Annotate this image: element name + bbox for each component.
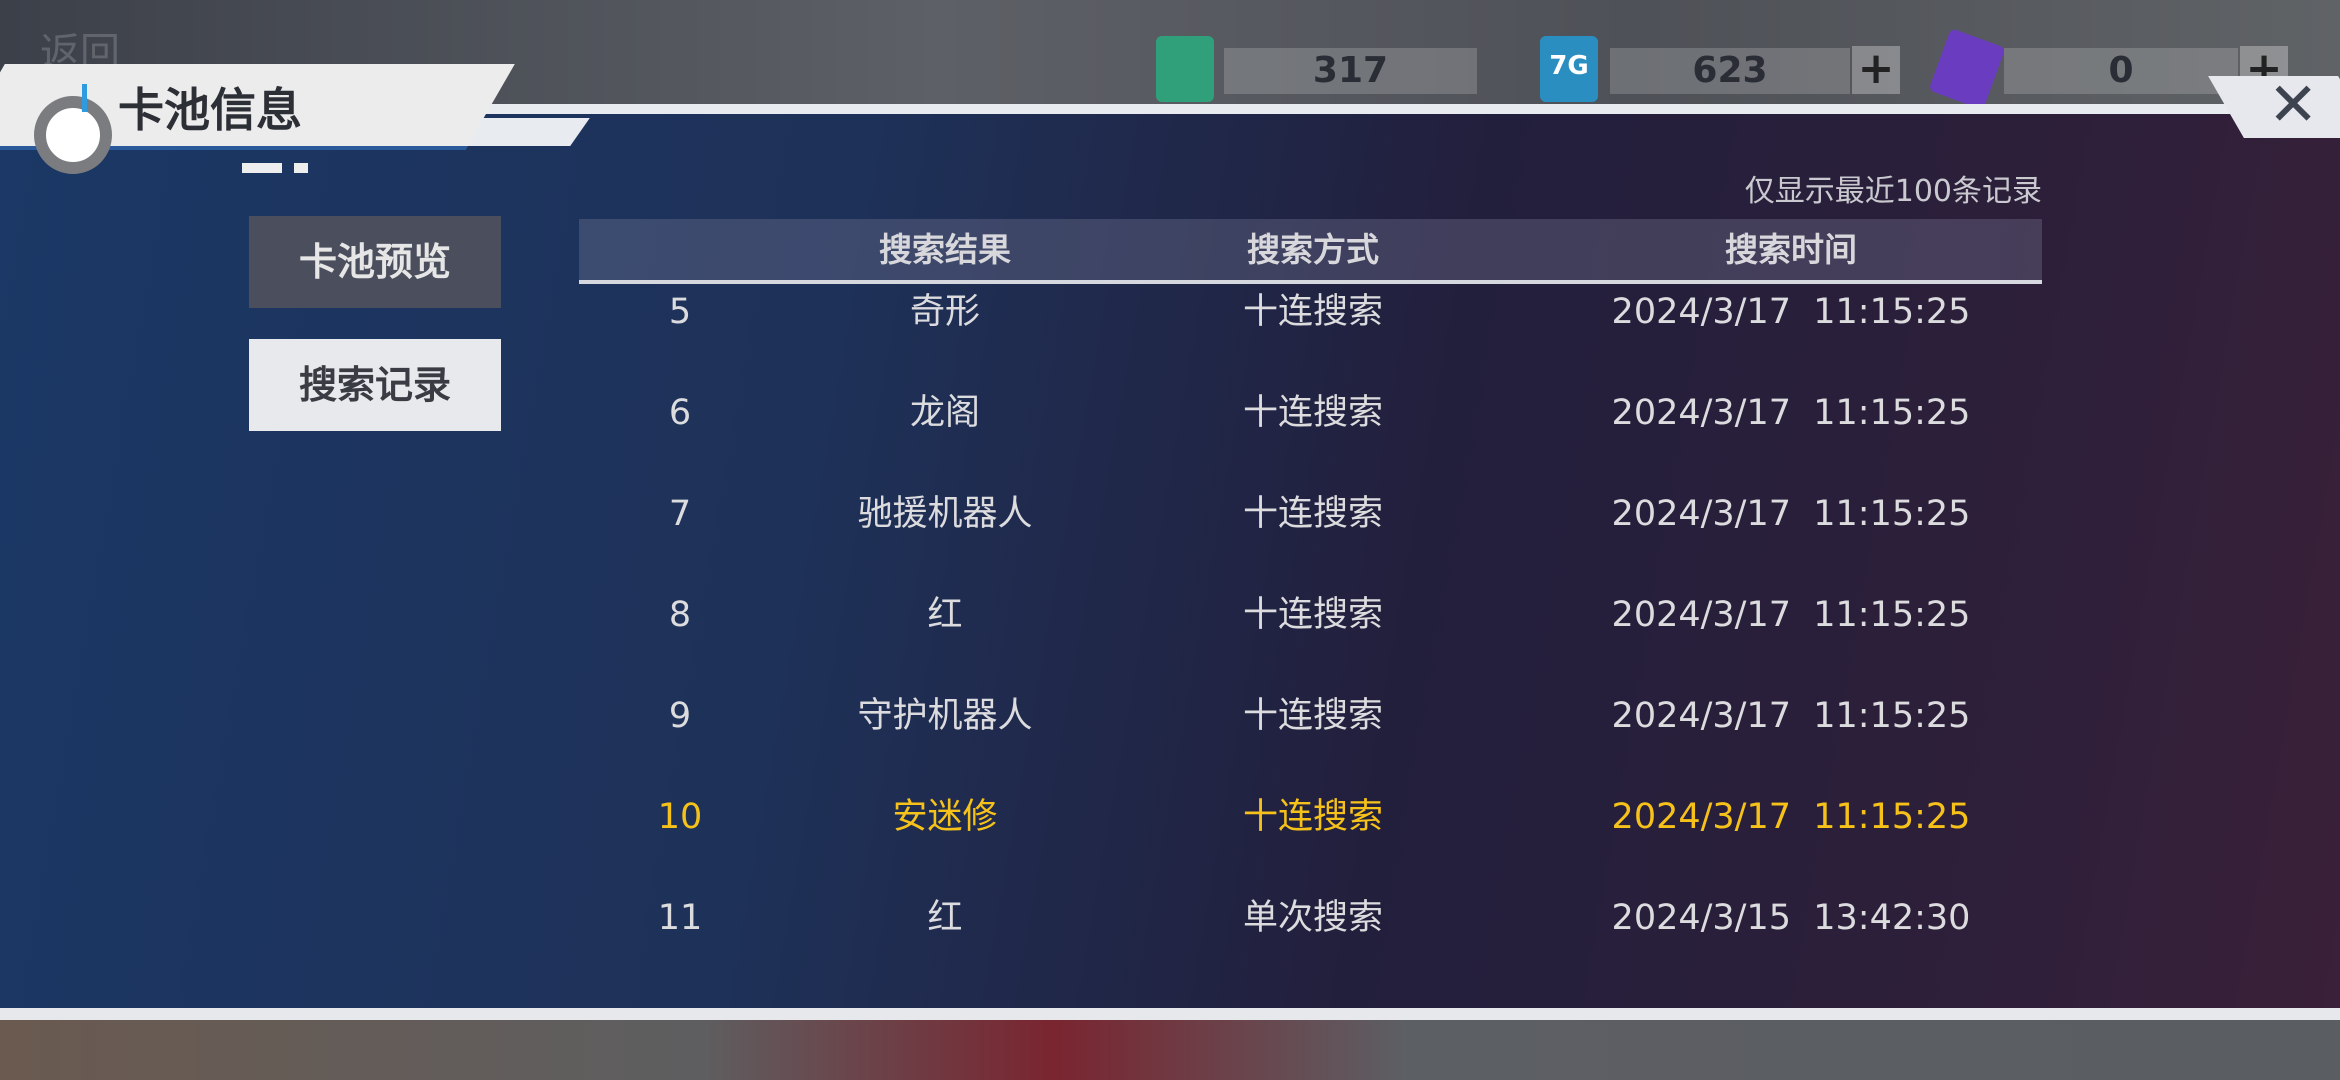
tab-search-records[interactable]: 搜索记录	[249, 339, 501, 431]
row-method: 十连搜索	[1242, 696, 1384, 736]
currency-0: 0	[2004, 48, 2238, 94]
row-number: 5	[668, 292, 692, 332]
row-number: 8	[668, 595, 692, 635]
table-row: 6 龙阁 十连搜索 2024/3/17 11:15:25	[579, 363, 2042, 463]
decor-dash	[242, 163, 282, 173]
table-row: 8 红 十连搜索 2024/3/17 11:15:25	[579, 565, 2042, 665]
row-method: 十连搜索	[1242, 494, 1384, 534]
row-result: 红	[927, 595, 963, 635]
row-result: 奇形	[909, 292, 981, 332]
row-time: 2024/3/17 11:15:25	[1611, 696, 1971, 736]
row-method: 单次搜索	[1242, 898, 1384, 938]
table-row: 7 驰援机器人 十连搜索 2024/3/17 11:15:25	[579, 464, 2042, 564]
column-header-result: 搜索结果	[879, 230, 1011, 269]
page-title: 卡池信息	[118, 83, 302, 137]
row-method: 十连搜索	[1242, 393, 1384, 433]
table-header: 搜索结果 搜索方式 搜索时间	[579, 219, 2042, 284]
close-icon[interactable]: ✕	[2268, 70, 2319, 140]
accent-bar	[82, 84, 87, 112]
table-row: 9 守护机器人 十连搜索 2024/3/17 11:15:25	[579, 666, 2042, 766]
row-time: 2024/3/17 11:15:25	[1611, 797, 1971, 837]
table-row: 11 红 单次搜索 2024/3/15 13:42:30	[579, 868, 2042, 968]
row-time: 2024/3/17 11:15:25	[1611, 494, 1971, 534]
tab-pool-preview[interactable]: 卡池预览	[249, 216, 501, 308]
row-number: 10	[657, 797, 703, 837]
row-time: 2024/3/15 13:42:30	[1611, 898, 1971, 938]
row-result: 守护机器人	[857, 696, 1033, 736]
row-number: 7	[668, 494, 692, 534]
table-row: 10 安迷修 十连搜索 2024/3/17 11:15:25	[579, 767, 2042, 867]
currency-623: 623	[1610, 48, 1850, 94]
records-list[interactable]: 5 奇形 十连搜索 2024/3/17 11:15:25 6 龙阁 十连搜索 2024/3/1…	[579, 288, 2042, 1008]
currency-317: 317	[1224, 48, 1477, 94]
records-note: 仅显示最近100条记录	[1744, 174, 2042, 209]
plus-icon[interactable]: +	[1852, 46, 1900, 94]
green-ticket-icon	[1156, 36, 1214, 102]
row-time: 2024/3/17 11:15:25	[1611, 393, 1971, 433]
row-method: 十连搜索	[1242, 797, 1384, 837]
row-number: 11	[657, 898, 703, 938]
row-time: 2024/3/17 11:15:25	[1611, 292, 1971, 332]
row-number: 6	[668, 393, 692, 433]
background-scene	[0, 1020, 2340, 1080]
row-result: 红	[927, 898, 963, 938]
ring-icon	[34, 96, 112, 174]
row-result: 驰援机器人	[857, 494, 1033, 534]
row-method: 十连搜索	[1242, 595, 1384, 635]
row-method: 十连搜索	[1242, 292, 1384, 332]
decor-dash	[294, 163, 308, 173]
row-time: 2024/3/17 11:15:25	[1611, 595, 1971, 635]
7g-chip-icon: 7G	[1540, 36, 1598, 102]
row-result: 龙阁	[909, 393, 981, 433]
divider	[0, 1008, 2340, 1020]
column-header-method: 搜索方式	[1247, 230, 1379, 269]
table-row: 5 奇形 十连搜索 2024/3/17 11:15:25	[579, 288, 2042, 362]
row-result: 安迷修	[892, 797, 998, 837]
row-number: 9	[668, 696, 692, 736]
divider	[440, 104, 2240, 114]
column-header-time: 搜索时间	[1725, 230, 1857, 269]
